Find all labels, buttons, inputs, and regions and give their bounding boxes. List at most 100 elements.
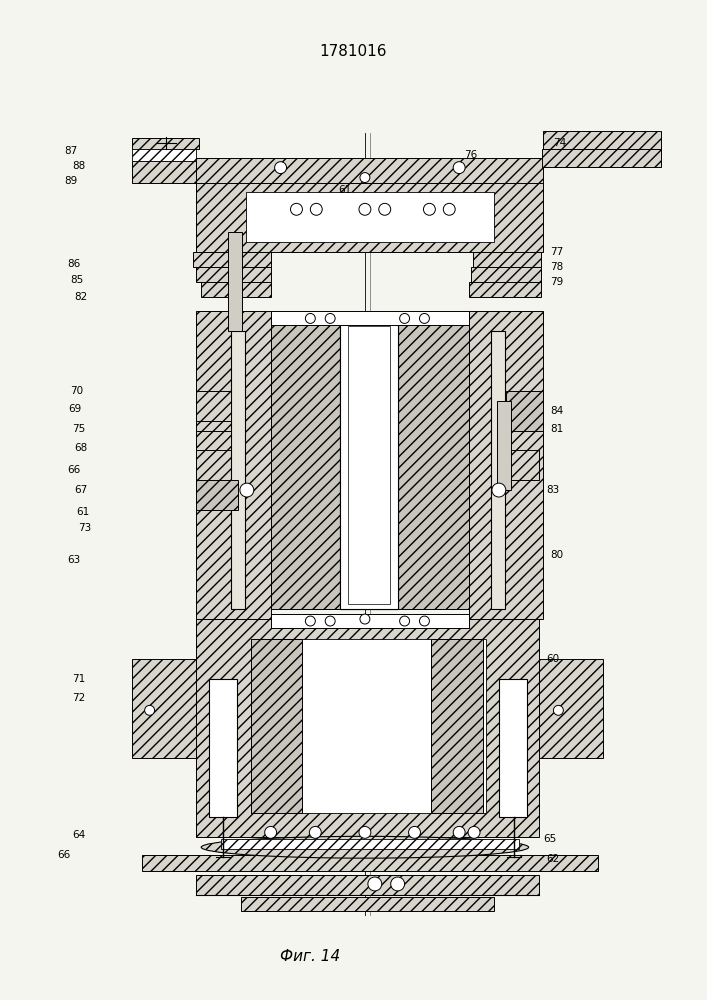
Text: 87: 87 xyxy=(64,146,78,156)
Circle shape xyxy=(468,826,480,838)
Bar xyxy=(397,321,469,609)
Circle shape xyxy=(379,203,391,215)
Circle shape xyxy=(305,616,315,626)
Text: 61: 61 xyxy=(338,185,351,195)
Text: Фиг. 14: Фиг. 14 xyxy=(280,949,341,964)
Circle shape xyxy=(423,203,436,215)
Bar xyxy=(201,282,271,297)
Bar xyxy=(544,131,660,149)
Text: 86: 86 xyxy=(67,259,81,269)
Circle shape xyxy=(492,483,506,497)
Circle shape xyxy=(305,313,315,323)
Bar xyxy=(241,897,494,911)
Text: 71: 71 xyxy=(72,674,86,684)
Text: 69: 69 xyxy=(69,404,81,414)
Bar xyxy=(499,679,527,817)
Text: 78: 78 xyxy=(551,262,563,272)
Bar xyxy=(132,161,197,183)
Bar xyxy=(271,311,469,325)
Bar xyxy=(539,659,603,758)
Text: 66: 66 xyxy=(57,850,71,860)
Bar xyxy=(197,619,539,837)
Bar xyxy=(246,192,494,242)
Circle shape xyxy=(240,483,254,497)
Text: 81: 81 xyxy=(551,424,563,434)
Text: 66: 66 xyxy=(67,465,81,475)
Bar xyxy=(542,149,660,167)
Bar xyxy=(197,875,539,895)
Ellipse shape xyxy=(201,836,529,858)
Text: 84: 84 xyxy=(551,406,563,416)
Text: 61: 61 xyxy=(76,507,90,517)
Circle shape xyxy=(360,614,370,624)
Circle shape xyxy=(145,705,155,715)
Text: 79: 79 xyxy=(551,277,563,287)
Bar xyxy=(193,252,271,267)
Text: 73: 73 xyxy=(78,523,91,533)
Text: 82: 82 xyxy=(74,292,88,302)
Text: 60: 60 xyxy=(547,654,560,664)
Text: 68: 68 xyxy=(74,443,88,453)
Text: 1781016: 1781016 xyxy=(320,44,387,59)
Circle shape xyxy=(554,705,563,715)
Text: 85: 85 xyxy=(70,275,83,285)
Bar xyxy=(197,391,231,421)
Text: 80: 80 xyxy=(551,550,563,560)
Circle shape xyxy=(291,203,303,215)
Bar xyxy=(340,321,397,609)
Bar xyxy=(197,158,544,183)
Text: 77: 77 xyxy=(551,247,563,257)
Bar xyxy=(340,321,397,609)
Bar xyxy=(228,232,242,331)
Circle shape xyxy=(359,203,371,215)
Bar xyxy=(473,252,541,267)
Text: 70: 70 xyxy=(70,386,83,396)
Bar xyxy=(491,331,505,609)
Text: 64: 64 xyxy=(72,830,86,840)
Circle shape xyxy=(453,826,465,838)
Circle shape xyxy=(399,313,409,323)
Bar xyxy=(271,321,340,609)
Text: 65: 65 xyxy=(544,834,556,844)
Text: 76: 76 xyxy=(464,150,477,160)
Circle shape xyxy=(453,162,465,174)
Circle shape xyxy=(325,616,335,626)
Text: 83: 83 xyxy=(547,485,560,495)
Bar xyxy=(431,639,483,813)
Bar xyxy=(506,391,544,431)
Circle shape xyxy=(264,826,276,838)
Bar xyxy=(209,679,237,817)
Bar xyxy=(197,480,238,510)
Circle shape xyxy=(419,313,429,323)
Circle shape xyxy=(310,826,321,838)
Bar xyxy=(197,431,231,450)
Text: 88: 88 xyxy=(72,161,86,171)
Bar xyxy=(197,183,544,252)
Bar xyxy=(132,659,197,758)
Circle shape xyxy=(325,313,335,323)
Bar xyxy=(221,839,519,849)
Bar xyxy=(197,267,271,282)
Bar xyxy=(132,138,199,149)
Circle shape xyxy=(391,877,404,891)
Bar xyxy=(509,450,539,480)
Text: 89: 89 xyxy=(64,176,78,186)
Circle shape xyxy=(409,826,421,838)
Bar xyxy=(469,282,541,297)
Circle shape xyxy=(399,616,409,626)
Text: 67: 67 xyxy=(74,485,88,495)
Bar xyxy=(251,639,486,813)
Bar xyxy=(132,149,197,161)
Bar xyxy=(348,326,390,604)
Text: 63: 63 xyxy=(67,555,81,565)
Circle shape xyxy=(443,203,455,215)
Circle shape xyxy=(274,162,286,174)
Text: 74: 74 xyxy=(554,138,567,148)
Bar xyxy=(231,331,245,609)
Text: 75: 75 xyxy=(72,424,86,434)
Bar xyxy=(469,311,544,619)
Circle shape xyxy=(359,826,371,838)
Bar xyxy=(497,401,510,490)
Bar xyxy=(141,855,598,871)
Bar xyxy=(471,267,541,282)
